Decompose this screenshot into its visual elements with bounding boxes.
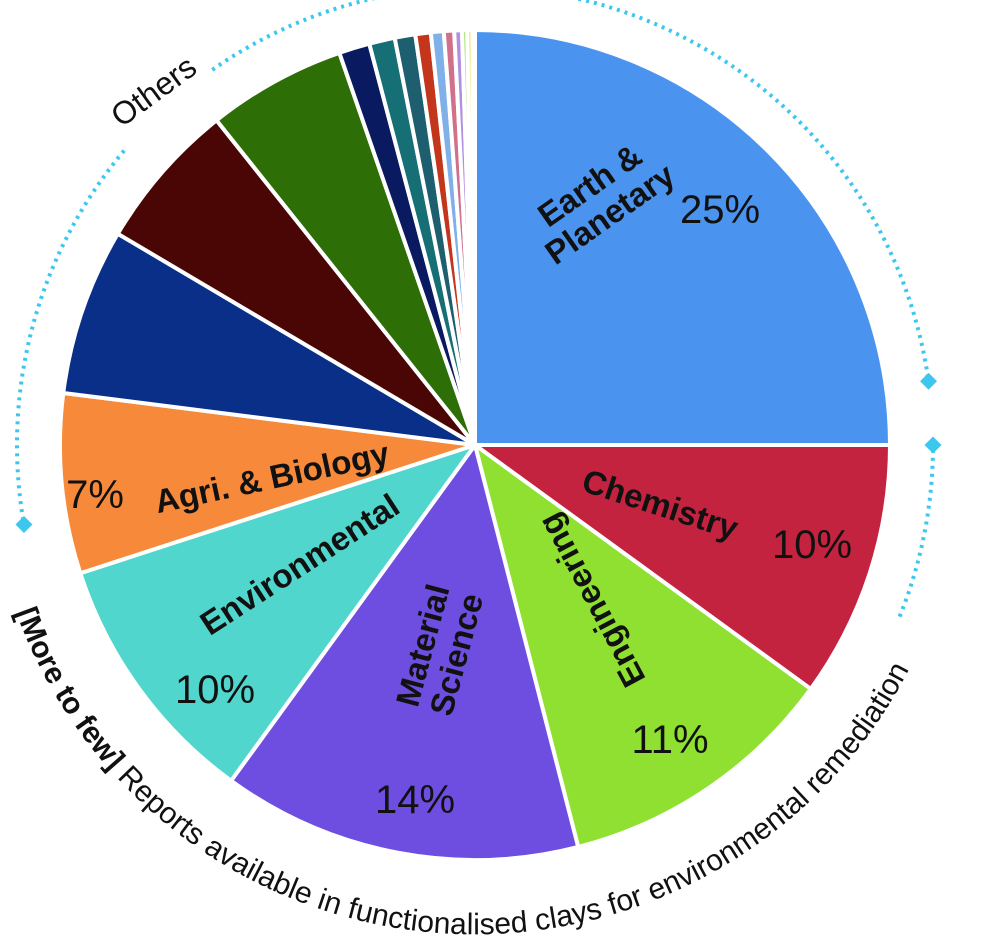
slices — [58, 28, 892, 862]
value-label: 10% — [771, 523, 853, 567]
value-label: 11% — [631, 718, 709, 762]
slice — [473, 28, 892, 447]
dotted-arc — [897, 444, 935, 618]
value-label: 14% — [374, 778, 456, 822]
slice — [473, 443, 813, 849]
dotted-arc — [211, 0, 931, 382]
value-label: 7% — [66, 473, 124, 517]
slice — [58, 390, 477, 576]
slice — [61, 231, 477, 447]
dotted-arc — [15, 149, 126, 525]
slice — [470, 28, 477, 447]
slice — [115, 118, 477, 447]
decorations — [15, 0, 942, 618]
arrow-head — [924, 436, 942, 454]
value-label: 25% — [679, 188, 761, 232]
slice — [229, 443, 581, 862]
arrow-head — [15, 516, 33, 534]
slice — [214, 50, 477, 447]
value-label: 10% — [174, 668, 256, 712]
others-label: Others — [104, 48, 203, 134]
arrow-head — [920, 372, 938, 390]
slice — [473, 443, 892, 691]
slice — [78, 443, 477, 783]
